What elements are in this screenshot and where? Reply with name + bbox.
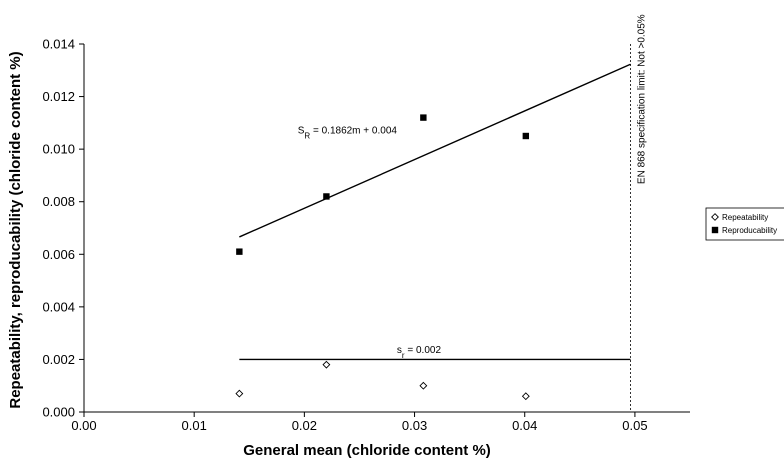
repeatability-point — [419, 381, 428, 390]
reproducability-point — [236, 248, 243, 255]
legend-square-marker — [711, 226, 719, 234]
x-tick-label: 0.02 — [292, 418, 317, 433]
fit-line-equation: SR = 0.1862m + 0.004 — [298, 125, 398, 140]
y-tick-label: 0.000 — [42, 405, 75, 420]
x-tick-label: 0.01 — [182, 418, 207, 433]
y-tick-label: 0.008 — [42, 194, 75, 209]
repeatability-point — [322, 360, 331, 369]
x-axis-ticks: 0.00 0.01 0.02 0.03 0.04 0.05 — [71, 412, 648, 433]
data-points — [235, 114, 530, 401]
fit-line-equation: sr = 0.002 — [397, 345, 442, 360]
y-axis-title: Repeatability, reproducability (chloride… — [7, 51, 24, 408]
repeatability-point — [235, 389, 244, 398]
x-tick-label: 0.00 — [71, 418, 96, 433]
x-axis-title: General mean (chloride content %) — [243, 442, 491, 459]
legend-entry-label: Repeatability — [722, 213, 768, 222]
axes — [83, 44, 690, 413]
y-tick-label: 0.014 — [42, 37, 75, 52]
annotations: SR = 0.1862m + 0.004 sr = 0.002 EN 868 spe… — [298, 14, 648, 359]
y-tick-label: 0.010 — [42, 142, 75, 157]
reproducability-point — [323, 193, 330, 200]
x-tick-label: 0.04 — [512, 418, 537, 433]
y-tick-label: 0.006 — [42, 247, 75, 262]
y-axis-ticks: 0.000 0.002 0.004 0.006 0.008 0.010 0.012 0.014 — [42, 37, 84, 420]
spec-limit-label: EN 868 specification limit: Not >0.05% — [637, 14, 648, 184]
y-tick-label: 0.004 — [42, 299, 75, 314]
x-tick-label: 0.05 — [622, 418, 647, 433]
legend: Repeatability Reproducability — [705, 207, 784, 241]
reproducability-point — [522, 132, 530, 140]
fit-line — [239, 63, 631, 238]
legend-entry-label: Reproducability — [722, 226, 777, 235]
x-tick-label: 0.03 — [402, 418, 427, 433]
y-tick-label: 0.012 — [42, 89, 75, 104]
reproducability-point — [420, 114, 427, 121]
fit-lines — [239, 44, 631, 412]
legend-box — [705, 207, 784, 241]
repeatability-point — [521, 392, 530, 401]
y-tick-label: 0.002 — [42, 352, 75, 367]
legend-diamond-marker — [711, 213, 719, 221]
